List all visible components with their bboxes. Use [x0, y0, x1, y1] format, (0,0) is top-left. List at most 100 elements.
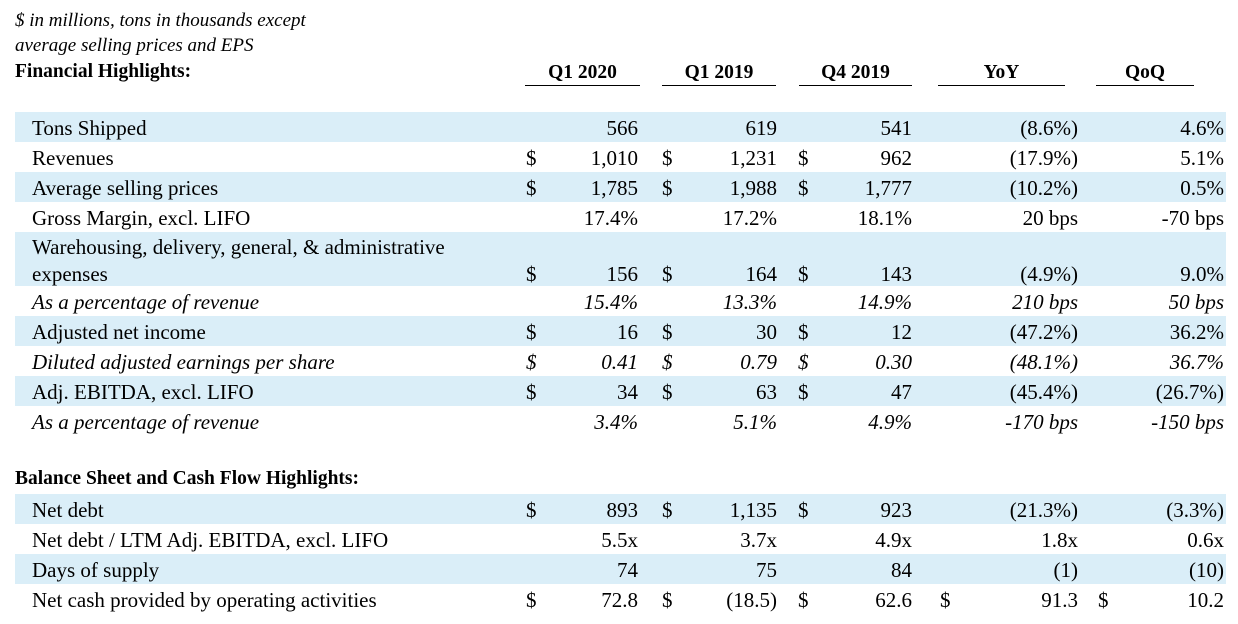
row-label: Net debt: [32, 498, 104, 522]
table-row: Average selling prices $1,785 $1,988 $1,777…: [15, 172, 1226, 202]
cell-q4-2019: 84: [891, 558, 912, 582]
dollar-sign: $: [662, 498, 673, 522]
row-label: Average selling prices: [32, 176, 219, 200]
cell-q1-2020: 0.41: [601, 350, 638, 374]
cell-q1-2020: 16: [617, 320, 638, 344]
cell-q1-2019: 1,135: [729, 498, 777, 522]
col-header-q4-2019: Q4 2019: [799, 61, 912, 86]
cell-q4-2019: 14.9%: [857, 290, 912, 314]
cell-q1-2020: 5.5x: [601, 528, 638, 552]
cell-q1-2019: 164: [745, 262, 778, 286]
cell-q4-2019: 923: [880, 498, 913, 522]
cell-q1-2019: 63: [756, 380, 777, 404]
cell-qoq: -150 bps: [1151, 410, 1224, 434]
row-label: Tons Shipped: [32, 116, 147, 140]
cell-q4-2019: 18.1%: [857, 206, 912, 230]
cell-qoq: (10): [1189, 558, 1224, 582]
cell-yoy: (17.9%): [1009, 146, 1078, 170]
cell-q4-2019: 4.9%: [868, 410, 912, 434]
table-row: As a percentage of revenue 15.4% 13.3% 14.9…: [15, 286, 1226, 316]
cell-qoq: 36.7%: [1169, 350, 1224, 374]
dollar-sign: $: [798, 498, 809, 522]
cell-q4-2019: 47: [891, 380, 912, 404]
cell-q1-2019: 3.7x: [740, 528, 777, 552]
cell-yoy: -170 bps: [1005, 410, 1078, 434]
table-row: Net debt / LTM Adj. EBITDA, excl. LIFO 5.…: [15, 524, 1226, 554]
cell-qoq: 10.2: [1187, 588, 1224, 612]
dollar-sign: $: [526, 146, 537, 170]
dollar-sign: $: [526, 320, 537, 344]
table-row: Net debt $893 $1,135 $923 (21.3%) (3.3%): [15, 494, 1226, 524]
dollar-sign: $: [798, 380, 809, 404]
col-header-q1-2019: Q1 2019: [662, 61, 776, 86]
cell-q1-2019: 1,231: [729, 146, 777, 170]
cell-q1-2019: 17.2%: [722, 206, 777, 230]
table-row: Gross Margin, excl. LIFO 17.4% 17.2% 18.1% 2…: [15, 202, 1226, 232]
dollar-sign: $: [940, 588, 951, 612]
cell-yoy: (45.4%): [1009, 380, 1078, 404]
dollar-sign: $: [798, 320, 809, 344]
dollar-sign: $: [662, 146, 673, 170]
cell-q4-2019: 143: [880, 262, 913, 286]
cell-q1-2019: 5.1%: [733, 410, 777, 434]
cell-q1-2019: 0.79: [740, 350, 777, 374]
cell-q1-2019: 1,988: [729, 176, 777, 200]
dollar-sign: $: [526, 176, 537, 200]
cell-qoq: 50 bps: [1168, 290, 1224, 314]
cell-q1-2020: 3.4%: [594, 410, 638, 434]
row-label: Days of supply: [32, 558, 160, 582]
units-note-line1: $ in millions, tons in thousands except: [15, 10, 306, 31]
cell-q1-2020: 17.4%: [583, 206, 638, 230]
dollar-sign: $: [662, 320, 673, 344]
cell-yoy: (48.1%): [1009, 350, 1078, 374]
dollar-sign: $: [662, 262, 673, 286]
financial-highlights-title: Financial Highlights:: [15, 61, 192, 82]
cell-q1-2020: 893: [606, 498, 639, 522]
cell-q1-2020: 34: [617, 380, 638, 404]
cell-yoy: 91.3: [1041, 588, 1078, 612]
cell-q4-2019: 12: [891, 320, 912, 344]
cell-qoq: 0.5%: [1180, 176, 1224, 200]
row-label: Diluted adjusted earnings per share: [32, 350, 335, 374]
cell-qoq: -70 bps: [1161, 206, 1224, 230]
cell-q4-2019: 1,777: [864, 176, 912, 200]
row-label: As a percentage of revenue: [32, 410, 260, 434]
table-row: Net cash provided by operating activitie…: [15, 584, 1226, 614]
cell-yoy: (4.9%): [1020, 262, 1078, 286]
row-label: Adj. EBITDA, excl. LIFO: [32, 380, 254, 404]
row-label: As a percentage of revenue: [32, 290, 260, 314]
cell-q1-2020: 1,010: [590, 146, 638, 170]
cell-yoy: (47.2%): [1009, 320, 1078, 344]
cell-q1-2019: 30: [756, 320, 777, 344]
dollar-sign: $: [798, 588, 809, 612]
dollar-sign: $: [798, 350, 809, 374]
dollar-sign: $: [526, 350, 537, 374]
row-label: Gross Margin, excl. LIFO: [32, 206, 251, 230]
dollar-sign: $: [798, 262, 809, 286]
dollar-sign: $: [662, 176, 673, 200]
cell-q4-2019: 62.6: [875, 588, 912, 612]
cell-yoy: 210 bps: [1012, 290, 1078, 314]
cell-q1-2020: 74: [617, 558, 638, 582]
cell-qoq: (3.3%): [1166, 498, 1224, 522]
dollar-sign: $: [662, 588, 673, 612]
dollar-sign: $: [662, 380, 673, 404]
cell-yoy: 20 bps: [1022, 206, 1078, 230]
table-row: Adj. EBITDA, excl. LIFO $34 $63 $47 (45.4%) (…: [15, 376, 1226, 406]
balance-sheet-title: Balance Sheet and Cash Flow Highlights:: [15, 468, 360, 489]
units-note-line2: average selling prices and EPS: [15, 35, 254, 56]
cell-qoq: 36.2%: [1169, 320, 1224, 344]
cell-q1-2020: 156: [606, 262, 639, 286]
dollar-sign: $: [662, 350, 673, 374]
dollar-sign: $: [526, 498, 537, 522]
cell-qoq: 4.6%: [1180, 116, 1224, 140]
cell-yoy: (21.3%): [1009, 498, 1078, 522]
row-label: Net cash provided by operating activitie…: [32, 588, 377, 612]
col-header-yoy: YoY: [938, 61, 1065, 86]
cell-yoy: (8.6%): [1020, 116, 1078, 140]
col-header-q1-2020: Q1 2020: [525, 61, 640, 86]
dollar-sign: $: [1098, 588, 1109, 612]
dollar-sign: $: [526, 588, 537, 612]
col-header-qoq: QoQ: [1096, 61, 1194, 86]
table-row: Revenues $1,010 $1,231 $962 (17.9%) 5.1%: [15, 142, 1226, 172]
